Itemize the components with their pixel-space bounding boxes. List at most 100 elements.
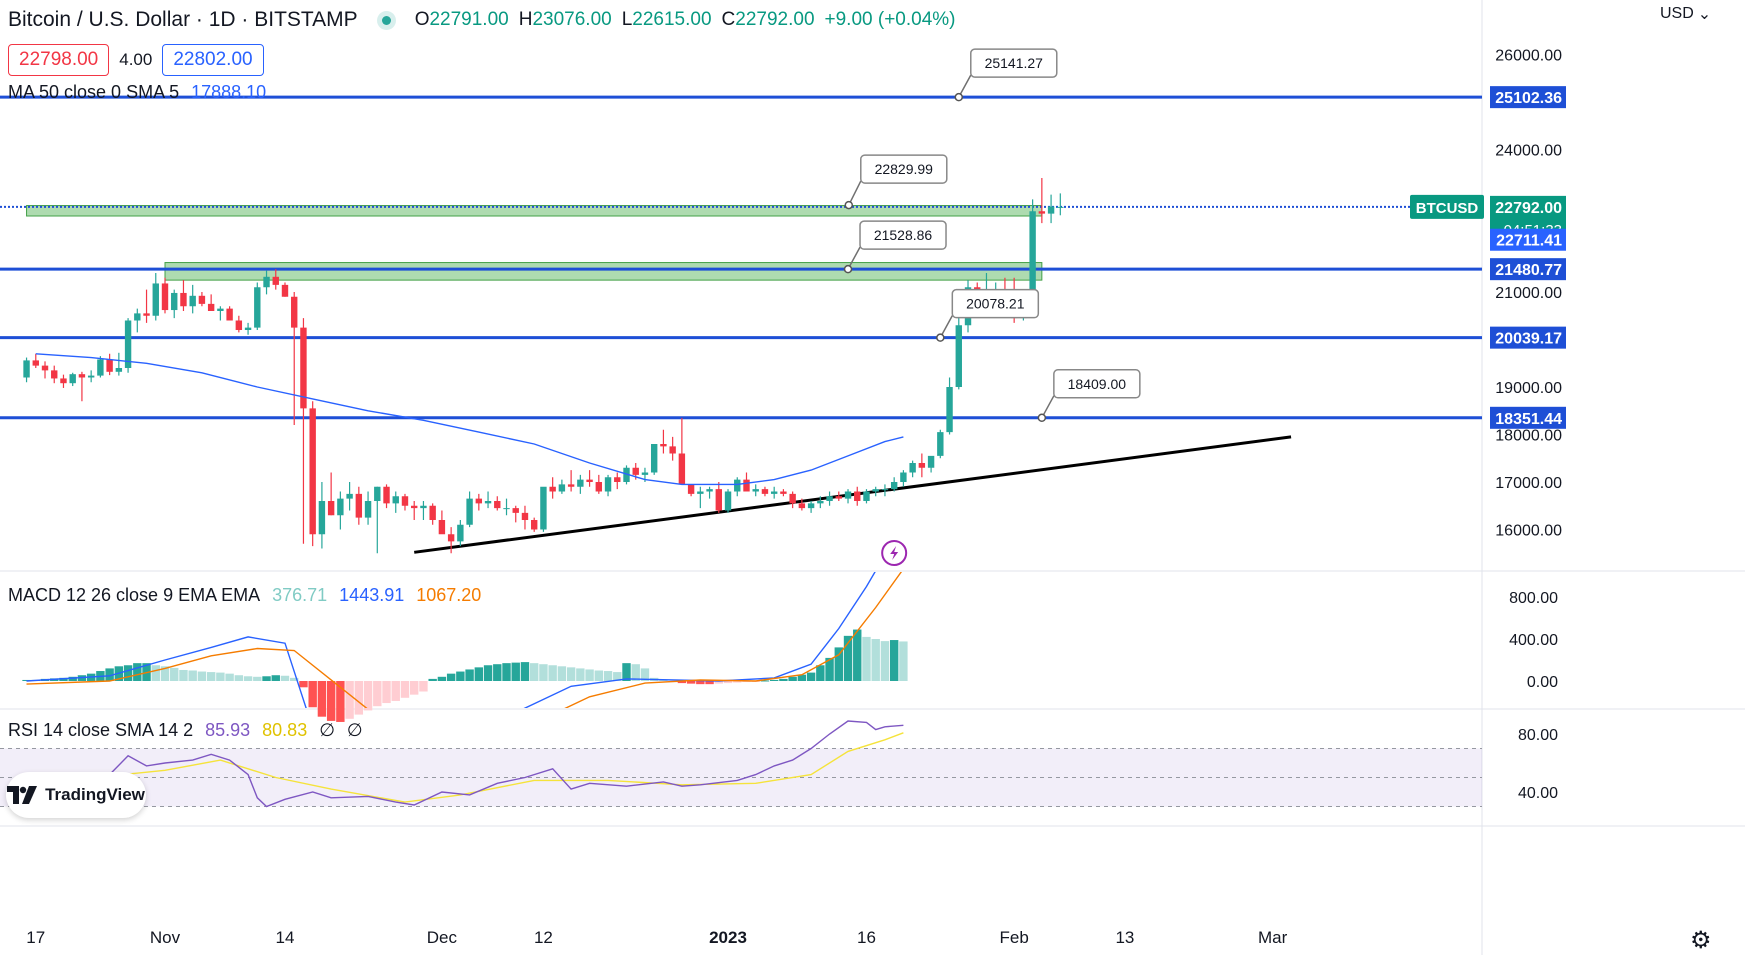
time-tick-label: 13 bbox=[1115, 928, 1135, 947]
candle-body bbox=[946, 387, 953, 433]
candle-body bbox=[51, 370, 58, 379]
macd-hist-bar bbox=[733, 681, 742, 683]
ask-price-tag: 22711.41 bbox=[1490, 228, 1566, 251]
macd-hist-bar bbox=[133, 663, 142, 681]
macd-hist-bar bbox=[566, 667, 576, 681]
macd-hist-value: 376.71 bbox=[272, 585, 328, 605]
candle-body bbox=[614, 477, 621, 482]
candle-body bbox=[512, 508, 519, 513]
candle-body bbox=[97, 359, 104, 376]
macd-hist-bar bbox=[576, 668, 585, 681]
sell-price-button[interactable]: 22798.00 bbox=[8, 44, 110, 76]
macd-hist-bar bbox=[899, 641, 908, 681]
currency-label: USD bbox=[1660, 5, 1694, 22]
macd-hist-bar bbox=[345, 681, 354, 719]
candle-body bbox=[955, 325, 962, 387]
macd-hist-bar bbox=[862, 636, 871, 681]
candle-body bbox=[586, 479, 593, 482]
svg-text:18409.00: 18409.00 bbox=[1068, 376, 1127, 392]
rsi-legend[interactable]: RSI 14 close SMA 14 2 85.93 80.83 ∅ ∅ bbox=[8, 720, 363, 741]
macd-hist-bar bbox=[326, 681, 336, 721]
candle-body bbox=[678, 453, 686, 485]
candle-body bbox=[1029, 211, 1036, 297]
candle-body bbox=[623, 467, 630, 482]
level-price-tag-1: 21480.77 bbox=[1490, 258, 1566, 281]
price-tick-label: 17000.00 bbox=[1495, 475, 1562, 492]
zone-1 bbox=[164, 262, 1043, 281]
candle-body bbox=[364, 501, 372, 518]
tradingview-logo[interactable]: TradingView bbox=[6, 772, 146, 818]
macd-hist-bar bbox=[216, 672, 225, 681]
macd-hist-bar bbox=[760, 680, 770, 682]
macd-legend[interactable]: MACD 12 26 close 9 EMA EMA 376.71 1443.9… bbox=[8, 585, 481, 606]
candle-body bbox=[171, 292, 178, 311]
macd-hist-bar bbox=[539, 664, 548, 681]
macd-hist-bar bbox=[511, 662, 520, 681]
price-tick-label: 24000.00 bbox=[1495, 143, 1562, 160]
candle-body bbox=[106, 359, 113, 372]
candle-body bbox=[641, 472, 649, 475]
candle-body bbox=[817, 501, 824, 504]
candle-body bbox=[835, 496, 842, 499]
price-tick-label: 21000.00 bbox=[1495, 285, 1562, 302]
macd-hist-bar bbox=[483, 665, 493, 681]
macd-tick-label: 0.00 bbox=[1527, 674, 1558, 691]
ma-value: 17888.10 bbox=[191, 82, 267, 102]
candle-body bbox=[217, 308, 224, 311]
price-tick-label: 18000.00 bbox=[1495, 428, 1562, 445]
macd-hist-bar bbox=[151, 665, 160, 681]
macd-hist-bar bbox=[354, 681, 364, 715]
candle-body bbox=[844, 491, 852, 499]
candle-body bbox=[761, 489, 769, 494]
price-tick-label: 19000.00 bbox=[1495, 380, 1562, 397]
candle-body bbox=[337, 498, 344, 516]
quote-panel: 22798.00 4.00 22802.00 bbox=[8, 44, 264, 76]
candle-body bbox=[383, 486, 390, 504]
candle-body bbox=[558, 484, 566, 492]
candle-body bbox=[272, 276, 279, 285]
candle-body bbox=[447, 534, 455, 542]
macd-hist-bar bbox=[253, 676, 262, 681]
candle-body bbox=[521, 512, 529, 520]
macd-hist-bar bbox=[548, 665, 557, 681]
macd-hist-bar bbox=[853, 629, 862, 681]
ma-label: MA 50 close 0 SMA 5 bbox=[8, 82, 180, 102]
symbol-title[interactable]: Bitcoin / U.S. Dollar · 1D · BITSTAMP bbox=[8, 8, 358, 31]
macd-tick-label: 800.00 bbox=[1509, 590, 1558, 607]
candle-body bbox=[41, 365, 49, 371]
time-tick-label: Feb bbox=[999, 928, 1029, 947]
candle-body bbox=[420, 505, 427, 509]
market-status-dot bbox=[381, 15, 391, 25]
macd-hist-bar bbox=[696, 681, 705, 685]
gear-icon[interactable]: ⚙ bbox=[1690, 927, 1712, 954]
macd-hist-bar bbox=[456, 671, 465, 681]
buy-price-button[interactable]: 22802.00 bbox=[162, 44, 264, 76]
rsi-tick-label: 40.00 bbox=[1518, 785, 1558, 802]
currency-selector[interactable]: USD ⌄ bbox=[1660, 4, 1711, 24]
candle-body bbox=[309, 408, 316, 535]
candle-body bbox=[189, 295, 196, 307]
macd-hist-bar bbox=[262, 676, 271, 681]
candle-body bbox=[604, 477, 612, 492]
candle-body bbox=[881, 489, 889, 491]
candle-body bbox=[743, 479, 750, 492]
time-tick-label: 2023 bbox=[709, 928, 747, 947]
candle-body bbox=[595, 482, 603, 492]
svg-text:21480.77: 21480.77 bbox=[1495, 262, 1562, 279]
svg-text:22792.00: 22792.00 bbox=[1495, 200, 1562, 217]
macd-hist-bar bbox=[428, 678, 437, 681]
candle-body bbox=[327, 501, 335, 516]
macd-hist-bar bbox=[520, 662, 530, 681]
candle-body bbox=[724, 491, 732, 511]
ma-legend[interactable]: MA 50 close 0 SMA 5 17888.10 bbox=[8, 82, 266, 103]
low-value: 22615.00 bbox=[632, 9, 712, 30]
candle-body bbox=[180, 292, 187, 307]
ohlc-values: O22791.00 H23076.00 L22615.00 C22792.00 … bbox=[414, 9, 956, 30]
candle-body bbox=[355, 493, 363, 518]
price-tick-label: 26000.00 bbox=[1495, 48, 1562, 65]
top-price-note: 22829.99 bbox=[844, 154, 948, 210]
rsi-line bbox=[26, 720, 904, 808]
rsi-label: RSI 14 close SMA 14 2 bbox=[8, 720, 194, 740]
candle-body bbox=[438, 520, 446, 535]
